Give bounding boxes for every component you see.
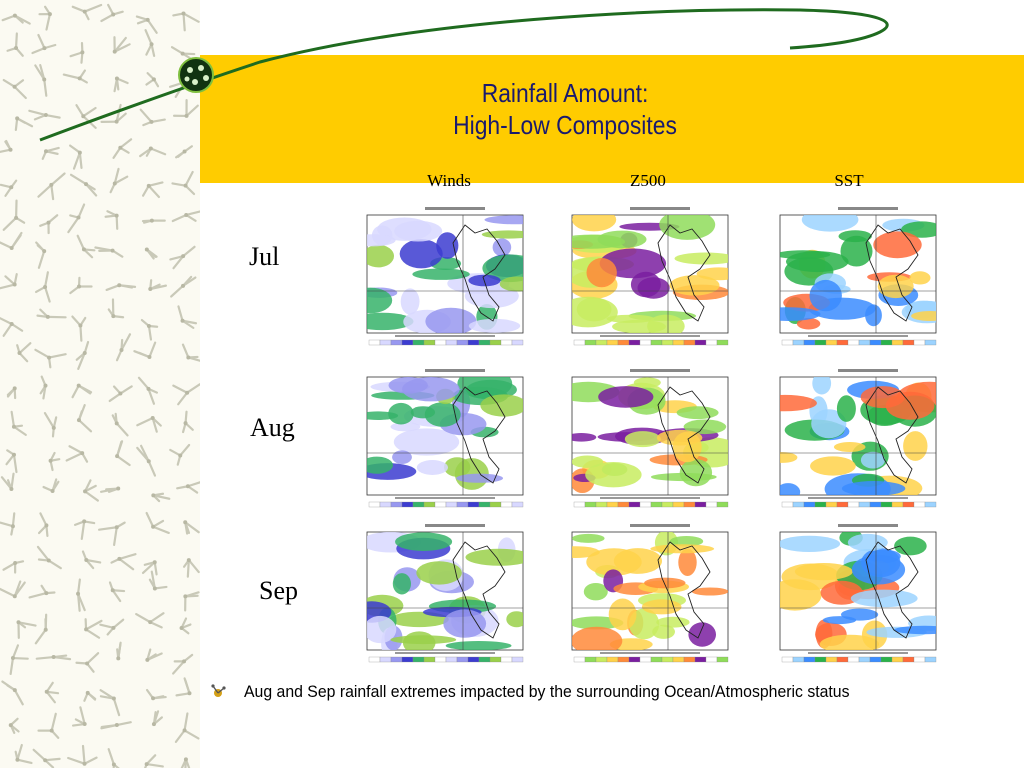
decorative-molecule-pattern: [0, 0, 200, 768]
bullet-item: Aug and Sep rainfall extremes impacted b…: [210, 682, 895, 702]
slide-title: Rainfall Amount: High-Low Composites: [244, 77, 886, 141]
geopotential-composite-map: [560, 520, 732, 670]
row-header-jul: Jul: [249, 242, 280, 271]
wind-composite-map: [355, 203, 527, 353]
column-header-z500: Z500: [630, 171, 666, 190]
title-line-2: High-Low Composites: [453, 110, 677, 140]
swoosh-decoration: [39, 8, 889, 142]
molecule-bullet-icon: [211, 684, 226, 697]
wind-composite-map: [355, 365, 527, 515]
column-header-winds: Winds: [427, 171, 471, 190]
sst-composite-map: [768, 203, 940, 353]
sst-composite-map: [768, 365, 940, 515]
row-header-sep: Sep: [259, 576, 298, 605]
row-header-aug: Aug: [250, 413, 295, 442]
geopotential-composite-map: [560, 365, 732, 515]
title-band: Rainfall Amount: High-Low Composites: [200, 55, 1024, 183]
title-line-1: Rainfall Amount:: [481, 78, 649, 108]
geopotential-composite-map: [560, 203, 732, 353]
sst-composite-map: [768, 520, 940, 670]
globe-icon: [178, 57, 214, 93]
column-header-sst: SST: [834, 171, 864, 190]
bullet-text: Aug and Sep rainfall extremes impacted b…: [244, 682, 850, 701]
wind-composite-map: [355, 520, 527, 670]
